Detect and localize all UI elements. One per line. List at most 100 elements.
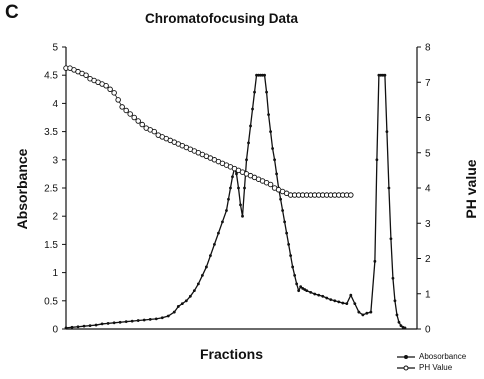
- absorbance-point: [239, 203, 242, 207]
- absorbance-point: [345, 302, 349, 306]
- absorbance-point: [287, 243, 291, 246]
- absorbance-point: [293, 274, 297, 277]
- absorbance-point: [385, 130, 389, 134]
- absorbance-point: [387, 186, 391, 190]
- y-right-tick-label: 7: [425, 78, 431, 89]
- absorbance-point: [375, 158, 379, 162]
- x-axis-label: Fractions: [200, 346, 264, 362]
- ph-point: [123, 107, 129, 114]
- absorbance-point: [279, 197, 283, 201]
- absorbance-point: [231, 175, 234, 179]
- absorbance-point: [118, 320, 122, 324]
- y-left-tick-label: 3.5: [44, 127, 58, 138]
- ph-point: [131, 114, 137, 121]
- y-right-tick-label: 4: [425, 184, 431, 195]
- absorbance-point: [321, 294, 325, 298]
- absorbance-point: [283, 220, 287, 224]
- y-right-ticks-group: 0 1 2 3 4 5 6 7 8: [417, 43, 431, 336]
- y-left-tick-label: 4.5: [44, 71, 58, 82]
- absorbance-point: [180, 302, 184, 306]
- absorbance-point: [403, 326, 407, 330]
- series-ph-group: [63, 65, 354, 198]
- absorbance-point: [255, 73, 258, 77]
- y-left-tick-label: 5: [52, 43, 58, 54]
- absorbance-point: [291, 265, 295, 269]
- absorbance-point: [275, 172, 278, 176]
- axes-group: [65, 47, 418, 330]
- absorbance-point: [341, 301, 345, 305]
- absorbance-point: [325, 296, 329, 300]
- y-left-tick-label: 0.5: [44, 296, 58, 307]
- y-left-tick-label: 0: [52, 325, 58, 336]
- ph-point: [107, 86, 113, 93]
- absorbance-point: [295, 282, 299, 286]
- absorbance-point: [112, 321, 116, 325]
- absorbance-point: [176, 305, 180, 308]
- absorbance-point: [269, 130, 272, 134]
- absorbance-point: [88, 324, 92, 328]
- ph-point: [139, 121, 145, 128]
- absorbance-point: [247, 141, 250, 145]
- y-left-ticks-group: 0 0.5 1 1.5 2 2.5 3 3.5 4 4.5 5: [44, 43, 66, 336]
- absorbance-point: [333, 299, 337, 303]
- absorbance-point: [235, 172, 238, 176]
- absorbance-point: [395, 313, 399, 317]
- absorbance-point: [124, 320, 128, 324]
- absorbance-point: [136, 319, 140, 322]
- y-right-tick-label: 1: [425, 289, 431, 300]
- absorbance-point: [305, 289, 309, 293]
- absorbance-point: [249, 124, 252, 128]
- ph-point: [103, 83, 109, 89]
- absorbance-point: [373, 259, 377, 263]
- legend-swatch-absorbance: [397, 354, 415, 359]
- absorbance-point: [317, 293, 321, 297]
- legend-label-absorbance: Abosorbance: [419, 352, 467, 361]
- absorbance-point: [259, 73, 262, 77]
- absorbance-point: [289, 254, 293, 258]
- absorbance-point: [184, 299, 188, 303]
- y-left-tick-label: 1: [52, 268, 58, 279]
- absorbance-point: [209, 254, 212, 258]
- absorbance-point: [281, 209, 285, 212]
- absorbance-point: [221, 220, 224, 224]
- absorbance-point: [399, 324, 403, 328]
- absorbance-point: [188, 294, 192, 298]
- ph-point: [119, 104, 125, 110]
- absorbance-point: [245, 158, 248, 162]
- absorbance-point: [309, 290, 313, 294]
- absorbance-point: [329, 298, 333, 302]
- absorbance-point: [172, 310, 176, 314]
- y-right-tick-label: 8: [425, 43, 431, 54]
- y-right-tick-label: 0: [425, 325, 431, 336]
- ph-point: [111, 90, 117, 96]
- series-absorbance-group: [64, 73, 407, 330]
- absorbance-point: [148, 318, 152, 321]
- absorbance-point: [192, 289, 196, 293]
- ph-point: [115, 97, 121, 103]
- absorbance-point: [273, 158, 276, 162]
- absorbance-point: [391, 276, 395, 280]
- y-right-tick-label: 2: [425, 254, 431, 265]
- ph-point: [83, 72, 89, 78]
- absorbance-point: [365, 311, 369, 315]
- absorbance-point: [377, 73, 381, 77]
- absorbance-point: [271, 147, 274, 150]
- ph-point: [135, 118, 141, 124]
- y-right-tick-label: 3: [425, 219, 431, 230]
- absorbance-point: [299, 285, 303, 289]
- absorbance-point: [64, 326, 68, 330]
- absorbance-point: [297, 289, 301, 293]
- y-left-tick-label: 4: [52, 99, 58, 110]
- ph-point: [348, 192, 354, 198]
- y-left-tick-label: 2.5: [44, 184, 58, 195]
- absorbance-point: [361, 313, 365, 317]
- absorbance-point: [251, 107, 254, 111]
- absorbance-point: [76, 325, 80, 329]
- absorbance-point: [357, 310, 361, 314]
- absorbance-point: [257, 73, 260, 77]
- absorbance-point: [241, 214, 244, 218]
- absorbance-point: [94, 323, 98, 327]
- absorbance-point: [393, 299, 397, 303]
- absorbance-point: [265, 90, 268, 94]
